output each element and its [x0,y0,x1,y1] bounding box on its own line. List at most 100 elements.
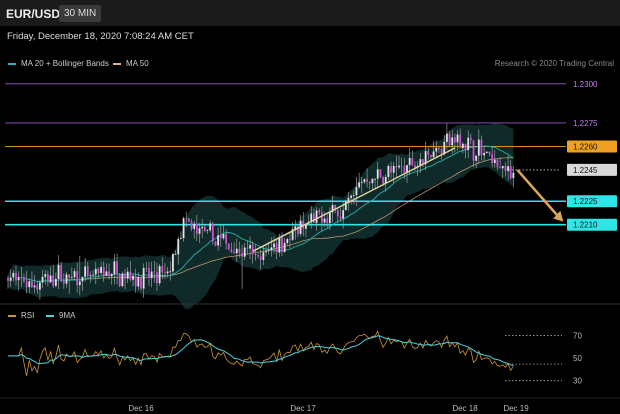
level-tag-1.2210 [567,218,617,231]
candle-body [443,141,446,155]
candle-body [411,157,414,166]
candle-body [121,273,124,287]
candle-body [504,166,507,171]
candle-body [501,166,504,169]
candle-body [102,266,105,276]
candle-body [52,275,55,286]
candle-body [485,151,488,153]
candle-body [461,143,464,149]
candle-body [209,223,212,231]
rsi-tick-70: 70 [573,332,582,341]
candle-body [54,279,57,286]
candle-body [76,271,79,286]
candle-body [491,153,494,164]
candle-body [448,133,451,146]
candle-body [355,187,358,196]
candle-body [422,159,424,165]
candle-body [235,248,238,254]
candle-body [270,247,273,251]
candle-body [78,281,81,286]
candle-body [233,251,235,254]
annotations [252,147,564,252]
candle-body [156,272,158,284]
legend-9ma-label: 9MA [59,311,76,320]
candle-body [31,281,33,288]
candle-body [177,238,180,255]
rsi-swatch [8,314,16,317]
candle-body [318,210,321,213]
candle-body [172,254,174,272]
level-label-1.2245: 1.2245 [573,166,598,175]
legend-rsi: RSI [8,311,34,320]
candle-body [435,147,438,152]
candle-body [376,169,379,179]
level-label-1.2210: 1.2210 [573,221,598,230]
candle-body [379,169,382,178]
level-tag-1.2260 [567,140,617,153]
candle-body [427,151,430,155]
candle-body [246,247,249,249]
candle-body [185,218,188,220]
candle-body [190,221,193,229]
candle-body [334,205,337,211]
rsi-panel: 70 50 30 [0,303,620,386]
level-label-1.2225: 1.2225 [573,197,598,206]
candle-body [113,261,116,274]
candle-body [414,165,416,168]
candle-body [129,271,132,280]
bollinger-band-fill [8,123,514,310]
candle-body [15,272,17,281]
bollinger-bands [8,123,514,310]
candle-body [193,223,196,229]
candle-body [174,254,177,255]
candle-body [230,249,233,252]
candle-body [68,274,71,278]
candle-body [140,276,142,289]
candle-body [116,261,118,275]
candle-body [9,277,12,281]
candle-body [342,210,345,219]
candle-body [44,274,47,277]
candle-body [39,282,41,290]
candle-body [480,139,483,156]
candle-body [493,159,496,164]
candle-body [92,274,95,276]
candle-body [225,234,228,244]
candle-body [241,252,243,257]
candle-body [347,197,350,202]
candle-body [105,271,108,276]
candle-body [182,218,185,239]
candle-body [57,264,60,280]
candle-body [283,242,286,252]
candle-body [432,151,435,158]
candle-body [424,151,427,165]
candle-body [17,276,20,281]
candle-body [84,266,87,277]
rsi-tick-50: 50 [573,354,582,363]
candle-body [265,251,267,253]
level-tag-1.2225 [567,195,617,208]
candle-body [195,223,198,234]
level-label-1.2300: 1.2300 [573,80,598,89]
candle-body [259,256,262,261]
symbol-label: EUR/USD [6,7,61,21]
candle-body [148,268,150,279]
rsi-tick-30: 30 [573,377,582,386]
candle-body [344,201,347,211]
candle-body [137,276,140,287]
candle-body [440,148,443,155]
legend-rsi-label: RSI [21,311,35,320]
legend-ma20-label: MA 20 + Bollinger Bands [21,59,109,68]
candle-body [238,248,241,253]
candle-body [390,166,392,173]
candle-body [400,165,403,167]
candle-body [251,244,254,254]
candle-body [387,166,390,177]
candle-body [169,271,172,273]
candle-body [278,237,281,253]
candle-body [507,166,509,171]
legend-ma50-label: MA 50 [126,59,149,68]
timeframe-selector[interactable]: 30 MIN [59,5,102,22]
legend-ma50: MA 50 [113,59,149,68]
rsi-9ma-line [8,335,514,367]
